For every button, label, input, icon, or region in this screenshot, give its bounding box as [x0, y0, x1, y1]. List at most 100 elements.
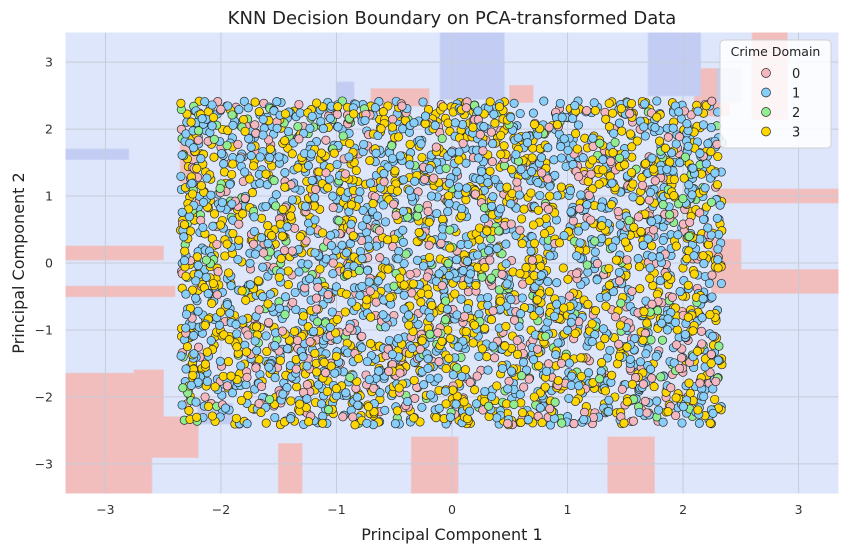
data-point-class-1 [271, 190, 281, 200]
data-point-class-0 [487, 157, 497, 167]
data-point-class-1 [506, 199, 516, 209]
data-point-class-1 [214, 320, 225, 330]
data-point-class-3 [689, 269, 699, 279]
data-point-class-1 [457, 204, 467, 214]
data-point-class-3 [688, 326, 698, 336]
data-point-class-1 [357, 343, 367, 353]
data-point-class-1 [225, 308, 235, 318]
data-point-class-0 [212, 290, 222, 300]
data-point-class-0 [638, 379, 648, 389]
data-point-class-0 [434, 357, 444, 367]
data-point-class-1 [607, 178, 617, 188]
data-point-class-3 [236, 395, 247, 406]
data-point-class-1 [484, 246, 494, 256]
data-point-class-2 [590, 236, 600, 246]
data-point-class-0 [667, 292, 677, 302]
data-point-class-3 [638, 335, 648, 345]
data-point-class-3 [280, 182, 290, 192]
data-point-class-1 [294, 267, 304, 277]
data-point-class-1 [302, 394, 312, 404]
data-point-class-3 [482, 226, 492, 236]
data-point-class-3 [606, 200, 616, 210]
x-axis-title: Principal Component 1 [361, 525, 542, 544]
data-point-class-3 [500, 341, 510, 351]
data-point-class-1 [604, 395, 614, 405]
data-point-class-0 [258, 248, 269, 258]
data-point-class-1 [326, 241, 336, 251]
data-point-class-3 [590, 106, 600, 116]
data-point-class-1 [552, 299, 562, 309]
legend-title: Crime Domain [731, 44, 821, 59]
data-point-class-1 [433, 373, 443, 383]
x-axis-ticks: −3 −2 −1 0 1 2 3 [96, 502, 802, 517]
data-point-class-3 [431, 413, 441, 423]
data-point-class-0 [257, 381, 267, 391]
data-point-class-3 [216, 307, 226, 317]
data-point-class-1 [570, 101, 580, 111]
data-point-class-1 [179, 232, 189, 242]
data-point-class-1 [327, 307, 337, 317]
data-point-class-1 [177, 207, 187, 217]
data-point-class-1 [310, 215, 320, 225]
data-point-class-1 [330, 368, 340, 378]
data-point-class-2 [412, 211, 422, 221]
data-point-class-1 [699, 214, 709, 224]
data-point-class-0 [311, 304, 322, 314]
data-point-class-3 [642, 318, 652, 328]
data-point-class-0 [637, 180, 648, 190]
data-point-class-1 [713, 255, 723, 265]
data-point-class-3 [274, 272, 284, 282]
data-point-class-3 [710, 394, 720, 404]
data-point-class-1 [675, 158, 685, 168]
data-point-class-3 [480, 263, 490, 273]
data-point-class-1 [425, 390, 436, 400]
data-point-class-2 [665, 210, 675, 220]
data-point-class-1 [261, 201, 271, 211]
data-point-class-3 [261, 169, 271, 179]
data-point-class-0 [379, 177, 389, 187]
data-point-class-3 [312, 367, 322, 377]
data-point-class-1 [492, 413, 502, 423]
data-point-class-1 [191, 397, 201, 407]
data-point-class-3 [220, 251, 230, 261]
data-point-class-0 [506, 219, 516, 229]
data-point-class-3 [215, 220, 226, 230]
data-point-class-3 [627, 142, 637, 152]
data-point-class-3 [424, 217, 434, 227]
data-point-class-0 [544, 359, 554, 369]
data-point-class-1 [646, 364, 656, 374]
data-point-class-1 [191, 293, 201, 303]
data-point-class-1 [298, 352, 308, 362]
data-point-class-3 [276, 254, 286, 264]
data-point-class-1 [640, 131, 650, 141]
data-point-class-1 [395, 151, 405, 161]
data-point-class-0 [650, 176, 660, 186]
data-point-class-0 [614, 339, 624, 349]
data-point-class-1 [256, 233, 267, 243]
region-class-0 [607, 436, 655, 494]
data-point-class-2 [610, 137, 620, 147]
data-point-class-1 [503, 384, 513, 394]
data-point-class-1 [246, 142, 256, 152]
data-point-class-1 [232, 329, 242, 339]
data-point-class-1 [364, 277, 374, 287]
data-point-class-3 [315, 264, 325, 274]
data-point-class-1 [325, 322, 335, 332]
data-point-class-3 [207, 411, 217, 421]
legend-label-2: 2 [792, 106, 800, 121]
data-point-class-3 [390, 166, 400, 176]
data-point-class-3 [519, 204, 529, 214]
data-point-class-2 [312, 317, 323, 327]
data-point-class-3 [365, 156, 375, 166]
data-point-class-3 [445, 333, 455, 344]
data-point-class-1 [359, 139, 369, 149]
data-point-class-1 [282, 344, 293, 354]
data-point-class-1 [325, 230, 336, 240]
data-point-class-0 [606, 156, 616, 167]
data-point-class-1 [420, 111, 431, 121]
data-point-class-1 [698, 120, 709, 130]
data-point-class-0 [395, 368, 405, 378]
data-point-class-3 [529, 119, 539, 129]
data-point-class-3 [208, 278, 218, 289]
data-point-class-3 [318, 418, 328, 428]
